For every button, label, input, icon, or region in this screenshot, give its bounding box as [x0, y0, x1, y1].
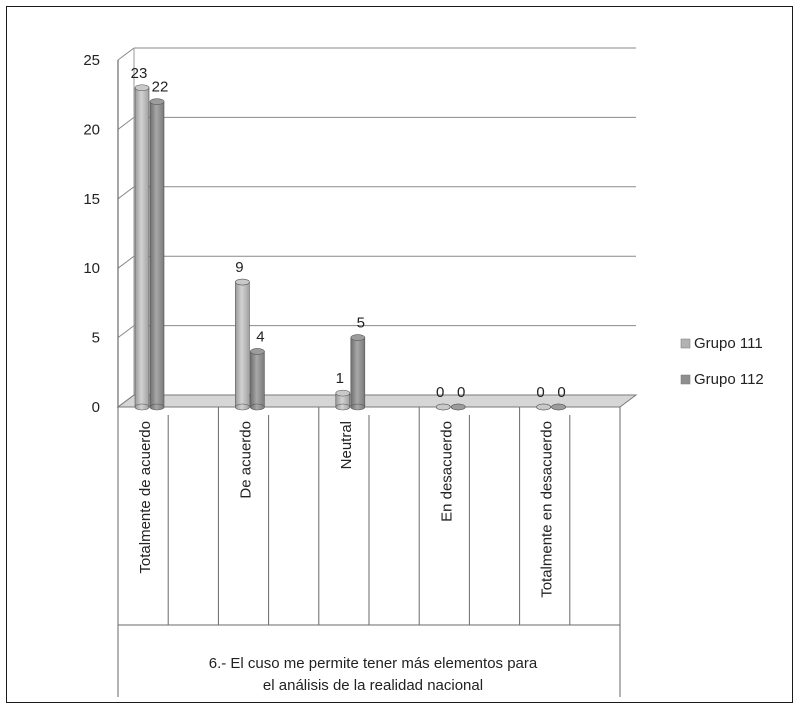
- category-label: De acuerdo: [238, 421, 255, 499]
- bar: [335, 389, 351, 411]
- y-tick-label: 25: [83, 52, 100, 69]
- gridline-depth: [117, 255, 135, 269]
- data-label: 22: [152, 79, 169, 96]
- bar-cap: [435, 403, 451, 411]
- data-label: 0: [536, 384, 544, 401]
- bar-cap: [235, 278, 250, 286]
- category-label: Totalmente de acuerdo: [137, 421, 154, 574]
- data-label: 1: [336, 370, 344, 387]
- bar-body: [235, 281, 250, 408]
- bar: [350, 334, 366, 411]
- category-label: En desacuerdo: [438, 421, 455, 522]
- bar-cap: [134, 84, 150, 92]
- gridlines: [117, 47, 636, 408]
- bar: [235, 278, 250, 411]
- bar-cap: [335, 389, 351, 397]
- bar: [536, 403, 551, 411]
- data-label: 5: [357, 315, 365, 332]
- group-label: 6.- El cuso me permite tener más element…: [209, 655, 538, 694]
- bar-base: [235, 403, 250, 411]
- y-tick-label: 10: [83, 260, 100, 277]
- bar-base: [149, 403, 165, 411]
- category-label: Totalmente en desacuerdo: [539, 421, 556, 598]
- bar-body: [250, 351, 265, 408]
- bar: [551, 403, 566, 411]
- y-tick-label: 20: [83, 121, 100, 138]
- bar-base: [350, 403, 366, 411]
- bar-base: [250, 403, 265, 411]
- y-tick-label: 0: [92, 399, 100, 416]
- data-label: 9: [235, 259, 243, 276]
- y-tick-label: 15: [83, 191, 100, 208]
- bar-base: [335, 403, 351, 411]
- bar-body: [134, 87, 150, 408]
- bar: [149, 98, 165, 411]
- bar-cap: [149, 98, 165, 105]
- gridline-depth: [117, 47, 135, 61]
- bar-cap: [250, 348, 265, 355]
- bar: [250, 348, 265, 411]
- gridline-depth: [117, 186, 135, 200]
- bar-cap: [551, 403, 566, 411]
- data-label: 23: [131, 65, 148, 82]
- bar-cap: [536, 403, 551, 411]
- category-labels: Totalmente de acuerdo De acuerdo Neutral En…: [137, 421, 556, 598]
- data-label: 4: [256, 328, 264, 345]
- legend-swatch: [680, 374, 691, 385]
- bar: [435, 403, 451, 411]
- bar: [134, 84, 150, 411]
- bar-body: [350, 337, 366, 408]
- y-tick-label: 5: [92, 330, 100, 347]
- legend: Grupo 111 Grupo 112: [680, 335, 764, 388]
- data-label: 0: [457, 384, 465, 401]
- group-label-line: 6.- El cuso me permite tener más element…: [209, 655, 538, 672]
- bar-body: [149, 101, 165, 408]
- bars: [134, 84, 566, 411]
- legend-swatch: [680, 338, 691, 349]
- data-label: 0: [436, 384, 444, 401]
- gridline-depth: [117, 325, 135, 339]
- data-label: 0: [557, 384, 565, 401]
- legend-label: Grupo 112: [694, 371, 764, 388]
- bar-base: [134, 403, 150, 411]
- bar: [450, 403, 466, 411]
- legend-label: Grupo 111: [694, 335, 763, 352]
- gridline-depth: [117, 117, 135, 130]
- bar-cap: [450, 403, 466, 411]
- category-label: Neutral: [338, 421, 355, 469]
- group-label-line: el análisis de la realidad nacional: [263, 677, 483, 694]
- bar-cap: [350, 334, 366, 341]
